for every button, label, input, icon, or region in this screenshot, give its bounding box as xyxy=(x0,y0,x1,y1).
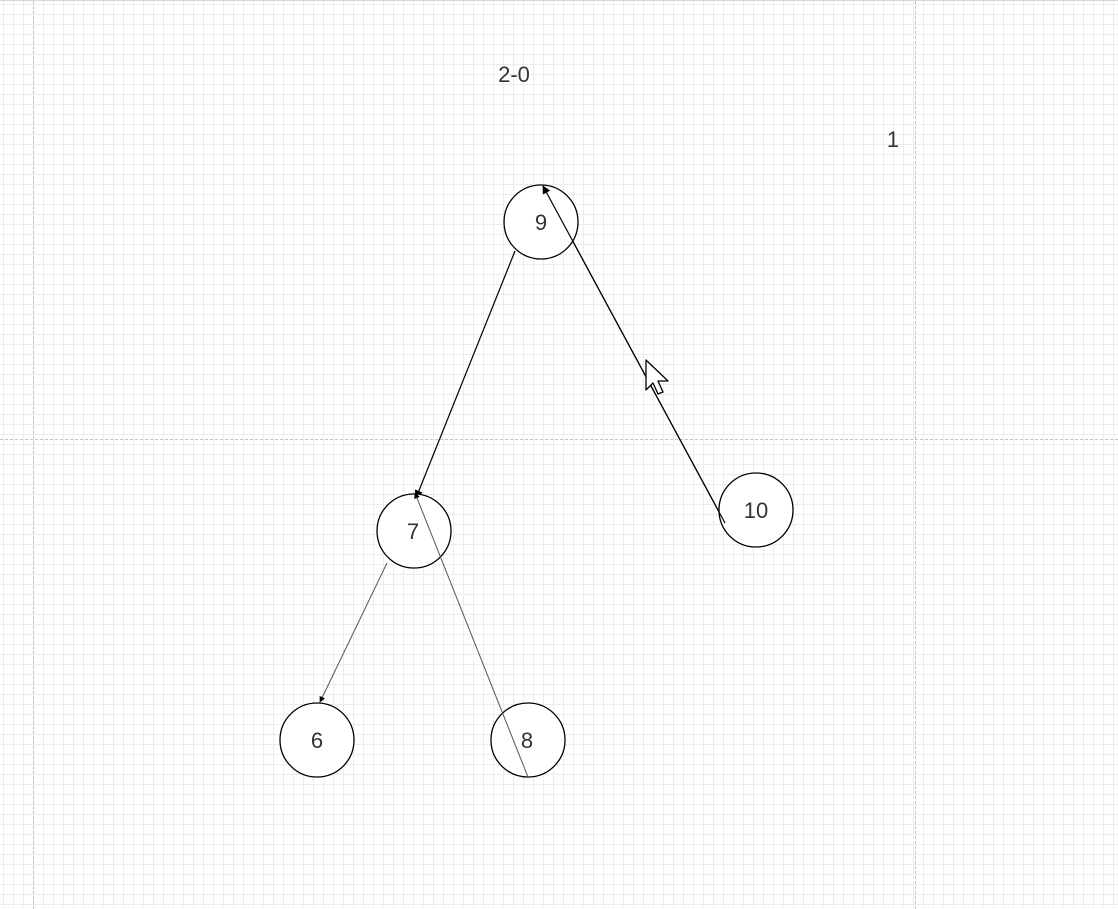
edge-10-to-9-overlay xyxy=(542,185,726,524)
node-8[interactable]: 8 xyxy=(490,702,566,778)
node-10[interactable]: 10 xyxy=(718,472,794,548)
diagram-title-text[interactable]: 2-0 xyxy=(498,62,530,87)
node-label: 9 xyxy=(535,210,547,235)
node-label: 7 xyxy=(407,519,419,544)
node-9[interactable]: 9 xyxy=(503,184,579,260)
node-label: 10 xyxy=(744,498,768,523)
edge-7-to-6[interactable] xyxy=(319,562,388,703)
node-label: 8 xyxy=(521,728,533,753)
mouse-pointer-icon xyxy=(645,359,669,395)
node-6[interactable]: 6 xyxy=(279,702,355,778)
node-7[interactable]: 7 xyxy=(376,493,452,569)
edge-8-to-7[interactable] xyxy=(414,492,529,778)
node-label: 6 xyxy=(311,728,323,753)
page-number-text[interactable]: 1 xyxy=(887,127,899,152)
edge-9-to-7[interactable] xyxy=(414,250,516,499)
